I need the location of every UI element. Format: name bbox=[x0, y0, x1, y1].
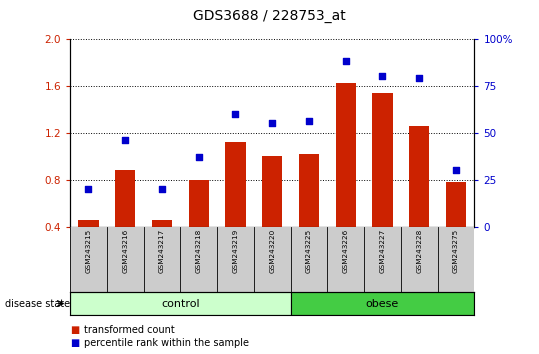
Bar bbox=[152, 219, 172, 227]
Point bbox=[268, 120, 277, 126]
Text: transformed count: transformed count bbox=[84, 325, 174, 335]
Text: GSM243216: GSM243216 bbox=[122, 229, 128, 273]
Bar bbox=[409, 126, 429, 227]
Point bbox=[378, 74, 387, 79]
Point bbox=[341, 59, 350, 64]
Text: GSM243220: GSM243220 bbox=[269, 229, 275, 273]
Bar bbox=[336, 84, 356, 227]
Text: GSM243218: GSM243218 bbox=[196, 229, 202, 273]
Text: GSM243217: GSM243217 bbox=[159, 229, 165, 273]
Bar bbox=[115, 170, 135, 227]
Bar bbox=[78, 219, 99, 227]
Point bbox=[452, 167, 460, 173]
Point bbox=[305, 119, 313, 124]
Text: GSM243227: GSM243227 bbox=[379, 229, 385, 273]
Point bbox=[157, 186, 166, 192]
Text: GSM243225: GSM243225 bbox=[306, 229, 312, 273]
Bar bbox=[225, 142, 246, 227]
Text: disease state: disease state bbox=[5, 298, 71, 309]
Text: GDS3688 / 228753_at: GDS3688 / 228753_at bbox=[193, 9, 346, 23]
Text: GSM243275: GSM243275 bbox=[453, 229, 459, 273]
Bar bbox=[372, 93, 392, 227]
Point bbox=[84, 186, 93, 192]
Point bbox=[231, 111, 240, 117]
Text: GSM243219: GSM243219 bbox=[232, 229, 238, 273]
Text: control: control bbox=[161, 298, 199, 309]
Point bbox=[195, 154, 203, 160]
Point bbox=[121, 137, 129, 143]
Bar bbox=[291, 292, 474, 315]
Text: ■: ■ bbox=[70, 325, 79, 335]
Text: GSM243226: GSM243226 bbox=[343, 229, 349, 273]
Point bbox=[415, 75, 424, 81]
Bar bbox=[299, 154, 319, 227]
Text: GSM243215: GSM243215 bbox=[86, 229, 92, 273]
Bar bbox=[70, 292, 291, 315]
Text: obese: obese bbox=[366, 298, 399, 309]
Bar bbox=[189, 180, 209, 227]
Text: ■: ■ bbox=[70, 338, 79, 348]
Text: GSM243228: GSM243228 bbox=[416, 229, 422, 273]
Bar bbox=[446, 182, 466, 227]
Text: percentile rank within the sample: percentile rank within the sample bbox=[84, 338, 248, 348]
Bar bbox=[262, 156, 282, 227]
